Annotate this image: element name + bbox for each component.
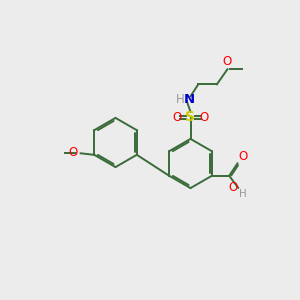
Text: O: O — [228, 181, 237, 194]
Text: N: N — [184, 93, 195, 106]
Text: H: H — [239, 189, 247, 199]
Text: O: O — [200, 111, 209, 124]
Text: H: H — [176, 93, 185, 106]
Text: O: O — [238, 150, 248, 163]
Text: S: S — [185, 110, 196, 124]
Text: O: O — [68, 146, 78, 159]
Text: O: O — [172, 111, 181, 124]
Text: O: O — [223, 55, 232, 68]
